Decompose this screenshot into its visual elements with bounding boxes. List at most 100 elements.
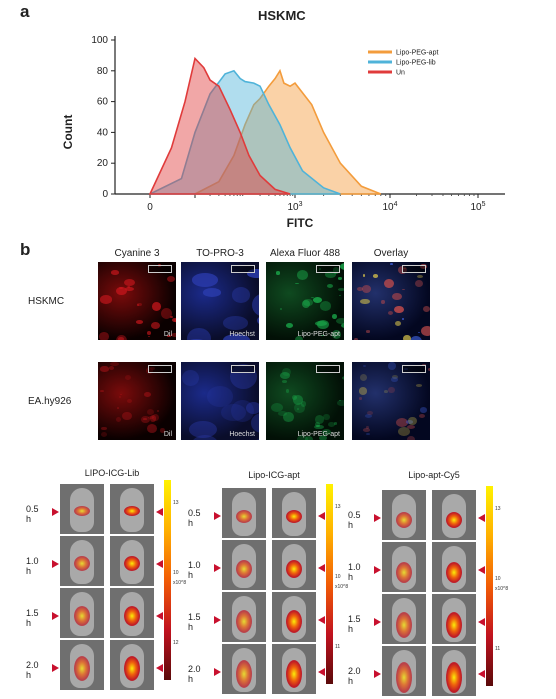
mouse-dorsal-image <box>60 536 104 586</box>
cell-signal <box>174 318 176 324</box>
cell-signal <box>279 308 282 311</box>
cell-signal <box>271 402 284 412</box>
mouse-ventral-image <box>110 536 154 586</box>
cell-signal <box>109 362 119 367</box>
cell-signal <box>184 338 210 340</box>
cell-signal <box>207 386 233 407</box>
cell-signal <box>99 390 104 392</box>
series-area-lipo-peg-lib <box>149 69 341 195</box>
cell-signal <box>254 437 259 440</box>
colorbar <box>164 480 171 680</box>
y-tick-label: 60 <box>97 97 109 108</box>
marker-arrow <box>318 564 325 572</box>
cell-signal <box>108 365 115 370</box>
cell-signal <box>316 424 321 428</box>
stain-tag: Dil <box>163 431 172 438</box>
timepoint-label: 1.5 h <box>188 612 201 632</box>
cell-signal <box>361 285 372 293</box>
cell-signal <box>250 413 259 433</box>
cell-signal <box>407 424 416 429</box>
cell-signal <box>116 407 120 410</box>
timepoint-label: 0.5 h <box>26 504 39 524</box>
micrograph-tile: Dil <box>98 362 176 440</box>
fluorescence-signal <box>124 656 140 681</box>
cell-signal <box>388 311 394 315</box>
cell-signal <box>395 418 408 428</box>
cell-signal <box>119 393 122 395</box>
marker-arrow <box>156 664 163 672</box>
cell-signal <box>364 414 373 419</box>
mouse-ventral-image <box>272 592 316 642</box>
timepoint-label: 2.0 h <box>188 664 201 684</box>
colorbar-tick: 10 <box>173 570 179 576</box>
cell-signal <box>415 280 424 288</box>
timepoint-label: 0.5 h <box>348 510 361 530</box>
cell-signal <box>285 323 293 328</box>
micrograph-tile <box>352 362 430 440</box>
colorbar-tick: 11 <box>495 646 501 652</box>
cell-signal <box>126 398 133 403</box>
mouse-ventral-image <box>110 588 154 638</box>
cell-signal <box>149 414 157 422</box>
mouse-ventral-image <box>432 542 476 592</box>
cell-signal <box>319 301 332 312</box>
cell-signal <box>422 306 430 313</box>
cell-signal <box>419 407 428 414</box>
timepoint-label: 1.0 h <box>348 562 361 582</box>
cell-signal <box>336 318 344 324</box>
cell-signal <box>391 292 402 301</box>
timepoint-label: 0.5 h <box>188 508 201 528</box>
cell-signal <box>381 300 385 304</box>
cell-signal <box>394 321 401 327</box>
cell-signal <box>393 305 404 314</box>
cell-signal <box>277 410 287 417</box>
cell-signal <box>362 365 367 368</box>
timepoint-label: 1.5 h <box>348 614 361 634</box>
cell-signal <box>356 286 363 291</box>
cell-signal <box>247 268 259 278</box>
marker-arrow <box>318 616 325 624</box>
colorbar <box>486 486 493 686</box>
cell-signal <box>403 334 411 340</box>
cell-signal <box>151 302 161 311</box>
column-header: Overlay <box>373 248 409 259</box>
series-area-un <box>148 56 291 195</box>
cell-signal <box>354 338 359 340</box>
panel-b-letter: b <box>20 240 31 259</box>
cell-signal <box>359 374 368 382</box>
colorbar-tick: 10 <box>495 576 501 582</box>
marker-arrow <box>156 508 163 516</box>
cell-signal <box>147 424 158 434</box>
cell-signal <box>156 410 160 412</box>
cell-signal <box>171 333 176 337</box>
cell-signal <box>283 412 294 422</box>
fluorescence-signal <box>236 510 252 523</box>
mouse-ventral-image <box>272 540 316 590</box>
fluorescence-signal <box>286 660 302 688</box>
cell-signal <box>401 288 405 291</box>
fluorescence-signal <box>286 610 302 633</box>
micrograph-tile <box>352 262 430 340</box>
marker-arrow <box>52 560 59 568</box>
cell-signal <box>203 288 222 297</box>
marker-arrow <box>214 668 221 676</box>
cell-signal <box>147 416 154 420</box>
fluorescence-signal <box>124 556 140 571</box>
cell-signal <box>417 332 421 334</box>
cell-signal <box>152 413 159 421</box>
fluorescence-signal <box>236 610 252 633</box>
cell-signal <box>281 367 291 377</box>
marker-arrow <box>478 670 485 678</box>
cell-signal <box>296 407 300 410</box>
colorbar-tick: 10 <box>335 574 341 580</box>
fluorescence-signal <box>74 656 90 681</box>
cell-signal <box>362 428 371 432</box>
cell-signal <box>117 337 125 340</box>
cell-signal <box>285 388 290 393</box>
cell-signal <box>292 394 304 405</box>
cell-signal <box>169 316 173 319</box>
cell-signal <box>321 335 324 337</box>
cell-signal <box>100 295 112 304</box>
cell-signal <box>391 376 398 382</box>
cell-signal <box>340 262 344 271</box>
